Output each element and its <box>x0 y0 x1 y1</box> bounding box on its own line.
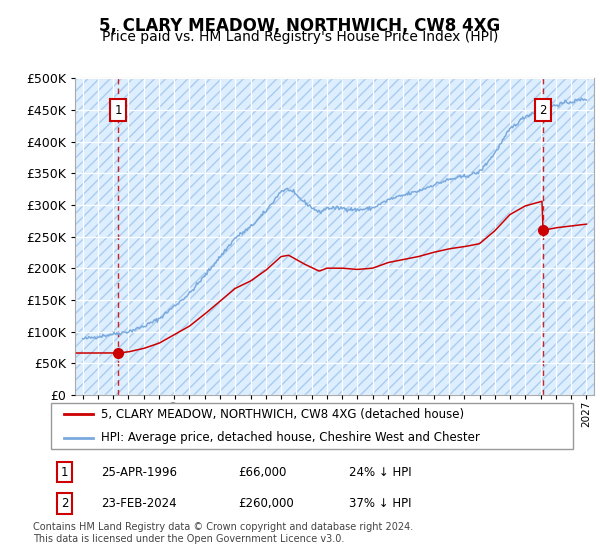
Text: 5, CLARY MEADOW, NORTHWICH, CW8 4XG: 5, CLARY MEADOW, NORTHWICH, CW8 4XG <box>100 17 500 35</box>
Text: 25-APR-1996: 25-APR-1996 <box>101 466 177 479</box>
Text: 23-FEB-2024: 23-FEB-2024 <box>101 497 176 510</box>
Text: 1: 1 <box>114 104 122 116</box>
Text: £260,000: £260,000 <box>238 497 294 510</box>
Text: £66,000: £66,000 <box>238 466 286 479</box>
Text: Price paid vs. HM Land Registry's House Price Index (HPI): Price paid vs. HM Land Registry's House … <box>102 30 498 44</box>
Text: HPI: Average price, detached house, Cheshire West and Chester: HPI: Average price, detached house, Ches… <box>101 432 479 445</box>
FancyBboxPatch shape <box>50 404 574 449</box>
Text: 2: 2 <box>61 497 68 510</box>
Text: 24% ↓ HPI: 24% ↓ HPI <box>349 466 412 479</box>
Text: 37% ↓ HPI: 37% ↓ HPI <box>349 497 412 510</box>
Text: 1: 1 <box>61 466 68 479</box>
Text: 2: 2 <box>539 104 547 116</box>
Text: 5, CLARY MEADOW, NORTHWICH, CW8 4XG (detached house): 5, CLARY MEADOW, NORTHWICH, CW8 4XG (det… <box>101 408 464 421</box>
Text: Contains HM Land Registry data © Crown copyright and database right 2024.
This d: Contains HM Land Registry data © Crown c… <box>33 522 413 544</box>
